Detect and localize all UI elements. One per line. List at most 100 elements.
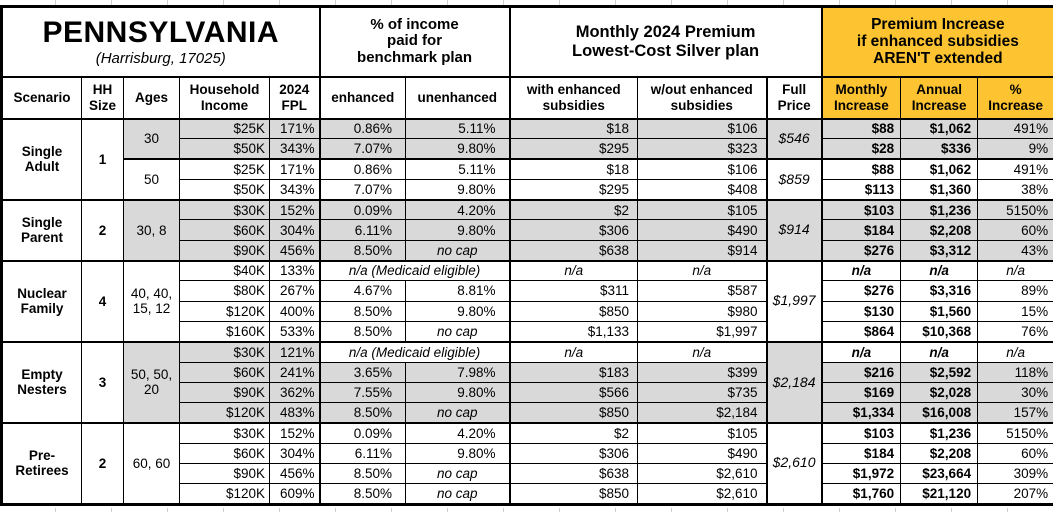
cell-income: $50K: [179, 138, 270, 160]
cell-fpl: 241%: [268, 361, 321, 383]
cell-scenario: Single Parent: [1, 198, 82, 262]
cell-pct-unenhanced: no cap: [405, 483, 511, 505]
cell-ages: 30, 8: [123, 198, 180, 262]
cell-pct-increase: 9%: [977, 138, 1053, 160]
state-title-cell: PENNSYLVANIA (Harrisburg, 17025): [0, 6, 321, 77]
cell-fpl: 533%: [268, 320, 321, 343]
cell-fpl: 304%: [268, 219, 321, 241]
cell-premium-with-subsidies: $2: [508, 198, 639, 221]
cell-ages: 50, 50, 20: [123, 340, 180, 424]
table-row: Nuclear Family 4 40, 40, 15, 12 $40K 133% n/a…: [1, 259, 1053, 343]
cell-pct-unenhanced: 7.98%: [405, 361, 511, 383]
table-row: Single Parent 2 30, 8 $30K 152% 0.09% 4.20% $2 $…: [1, 198, 1053, 262]
cell-full-price: $1,997: [765, 259, 823, 343]
premium-group-header: Monthly 2024 Premium Lowest-Cost Silver …: [508, 6, 823, 77]
cell-annual-increase: $3,316: [900, 280, 979, 302]
cell-premium-with-subsidies: $1,133: [508, 320, 639, 343]
cell-scenario: Pre-Retirees: [1, 421, 82, 505]
col-header-full-price: Full Price: [765, 75, 823, 119]
cell-scenario: Single Adult: [1, 117, 82, 201]
cell-monthly-increase: $276: [820, 239, 902, 262]
column-header-row: Scenario HH Size Ages Household Income 2…: [1, 75, 1053, 119]
cell-pct-enhanced: 7.07%: [318, 138, 407, 160]
spreadsheet-gridlines-top: [0, 0, 1053, 5]
cell-premium-with-subsidies: $295: [508, 138, 639, 160]
cell-premium-with-subsidies: $638: [508, 239, 639, 262]
cell-ages: 50: [123, 158, 180, 201]
cell-premium-with-subsidies: $850: [508, 402, 639, 424]
cell-ages: 40, 40, 15, 12: [123, 259, 180, 343]
table-row: $90K 456% 8.50% no cap $638 $914 $276 $3,312 43%: [2, 239, 1053, 262]
cell-annual-increase: $1,560: [900, 300, 979, 322]
table-row: $120K 609% 8.50% no cap $850 $2,610 $1,760 $21,…: [2, 483, 1053, 505]
cell-monthly-increase: $864: [820, 320, 902, 343]
table-row: Pre-Retirees 2 60, 60 $30K 152% 0.09% 4.20% $2 $…: [1, 421, 1053, 505]
cell-hh-size: 2: [81, 198, 124, 262]
table-row: $120K 483% 8.50% no cap $850 $2,184 $1,334 $16,…: [2, 402, 1053, 424]
cell-premium-without-subsidies: $914: [637, 239, 768, 262]
cell-annual-increase: $21,120: [900, 483, 979, 505]
cell-income: $60K: [179, 219, 270, 241]
cell-pct-unenhanced: 9.80%: [405, 138, 511, 160]
cell-premium-with-subsidies: $850: [508, 483, 639, 505]
cell-pct-increase: 30%: [977, 381, 1053, 404]
cell-pct-unenhanced: 4.20%: [405, 421, 511, 444]
cell-scenario: Nuclear Family: [1, 259, 82, 343]
cell-fpl: 133%: [268, 259, 321, 282]
cell-monthly-increase: $1,760: [820, 483, 902, 505]
cell-premium-without-subsidies: $106: [637, 117, 768, 140]
cell-fpl: 121%: [268, 340, 321, 363]
cell-premium-without-subsidies: $735: [637, 381, 768, 404]
cell-annual-increase: $2,208: [900, 442, 979, 465]
cell-income: $50K: [179, 178, 270, 201]
cell-monthly-increase: $130: [820, 300, 902, 322]
cell-monthly-increase: n/a: [820, 340, 902, 363]
cell-fpl: 171%: [268, 158, 321, 180]
cell-pct-increase: 76%: [977, 320, 1053, 343]
cell-monthly-increase: $113: [820, 178, 902, 201]
cell-income: $30K: [179, 340, 270, 363]
cell-income: $120K: [179, 483, 270, 505]
cell-pct-enhanced: 6.11%: [318, 219, 407, 241]
cell-full-price: $2,610: [765, 421, 823, 505]
table-row: $50K 343% 7.07% 9.80% $295 $323 $28 $336 9%: [2, 138, 1053, 160]
cell-pct-unenhanced: no cap: [405, 463, 511, 485]
cell-fpl: 152%: [268, 421, 321, 444]
increase-group-header: Premium Increase if enhanced subsidies A…: [820, 6, 1053, 77]
cell-annual-increase: $10,368: [900, 320, 979, 343]
cell-premium-with-subsidies: $638: [508, 463, 639, 485]
cell-premium-with-subsidies: $311: [508, 280, 639, 302]
cell-income: $60K: [179, 442, 270, 465]
cell-annual-increase: $2,208: [900, 219, 979, 241]
cell-fpl: 171%: [268, 117, 321, 140]
cell-premium-without-subsidies: n/a: [637, 259, 768, 282]
table-row: $80K 267% 4.67% 8.81% $311 $587 $276 $3,316 89%: [2, 280, 1053, 302]
cell-annual-increase: n/a: [900, 259, 979, 282]
col-header-with-subsidies: with enhanced subsidies: [508, 75, 639, 119]
cell-ages: 60, 60: [123, 421, 180, 505]
cell-annual-increase: $1,360: [900, 178, 979, 201]
col-header-without-subsidies: w/out enhanced subsidies: [637, 75, 768, 119]
cell-pct-unenhanced: 9.80%: [405, 381, 511, 404]
cell-pct-unenhanced: 4.20%: [405, 198, 511, 221]
cell-hh-size: 2: [81, 421, 124, 505]
cell-pct-increase: n/a: [977, 259, 1053, 282]
cell-premium-with-subsidies: n/a: [508, 259, 639, 282]
cell-annual-increase: $1,236: [900, 198, 979, 221]
col-header-enhanced: enhanced: [318, 75, 407, 119]
cell-premium-without-subsidies: $980: [637, 300, 768, 322]
cell-premium-without-subsidies: $399: [637, 361, 768, 383]
cell-monthly-increase: $103: [820, 421, 902, 444]
cell-pct-unenhanced: 5.11%: [405, 117, 511, 140]
cell-annual-increase: $2,028: [900, 381, 979, 404]
cell-pct-unenhanced: no cap: [405, 320, 511, 343]
cell-fpl: 267%: [268, 280, 321, 302]
cell-pct-enhanced: 0.86%: [318, 158, 407, 180]
cell-pct-increase: 43%: [977, 239, 1053, 262]
cell-ages: 30: [123, 117, 180, 160]
cell-premium-without-subsidies: $105: [637, 421, 768, 444]
cell-annual-increase: $1,062: [900, 117, 979, 140]
cell-premium-without-subsidies: $2,610: [637, 463, 768, 485]
cell-pct-increase: 5150%: [977, 421, 1053, 444]
